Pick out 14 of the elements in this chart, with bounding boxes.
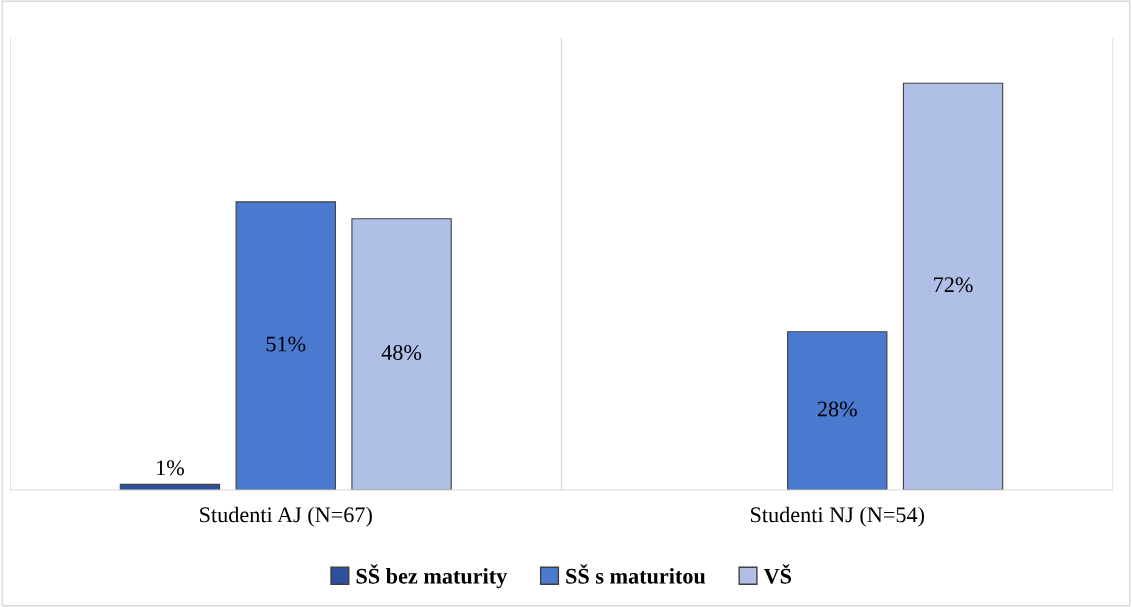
legend-label: VŠ [763, 564, 792, 584]
bar [902, 82, 1004, 490]
bar [787, 331, 888, 490]
x-tick-label: Studenti NJ (N=54) [750, 506, 925, 527]
data-label: 48% [381, 344, 422, 361]
data-label: 51% [266, 336, 306, 352]
data-label: 28% [817, 401, 857, 417]
bar [235, 201, 336, 490]
legend-label: SŠ s maturitou [566, 564, 706, 584]
x-tick-label: Studenti AJ (N=67) [200, 506, 372, 527]
bar [351, 218, 452, 490]
legend-label: SŠ bez maturity [356, 564, 508, 589]
data-label: 72% [934, 277, 973, 293]
data-label: 1% [157, 460, 184, 476]
